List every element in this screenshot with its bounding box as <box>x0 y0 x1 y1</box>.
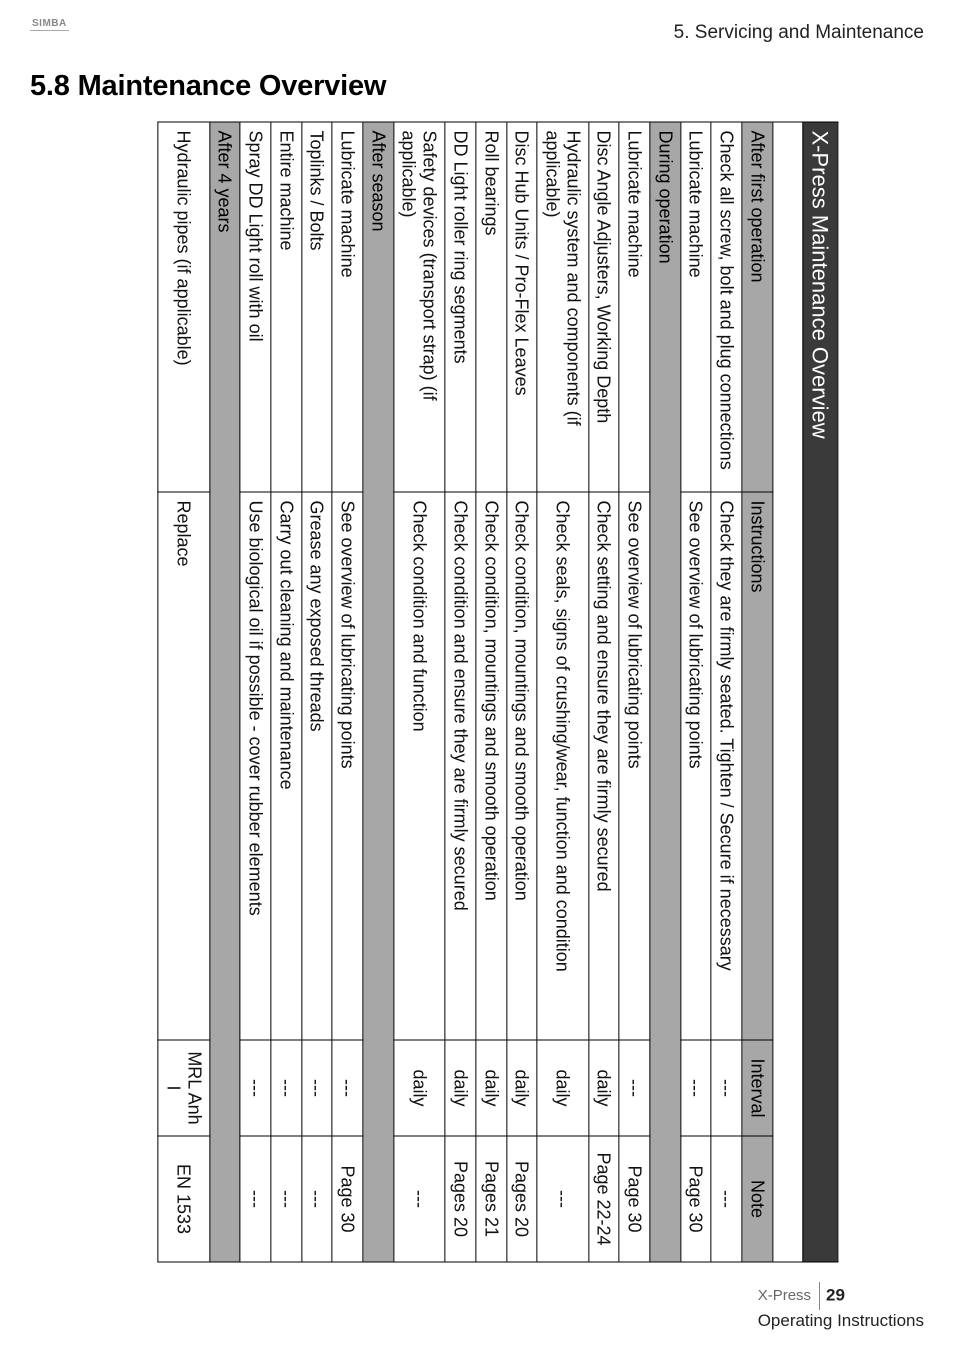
section-title: 5.8 Maintenance Overview <box>30 70 386 103</box>
cell-note: --- <box>302 1136 333 1262</box>
cell-item: Lubricate machine <box>681 122 712 492</box>
cell-item: Entire machine <box>271 122 302 492</box>
cell-instructions: Check condition and ensure they are firm… <box>445 492 476 1040</box>
table-section-row: During operation <box>650 122 681 1262</box>
table-row: Check all screw, bolt and plug connectio… <box>711 122 742 1262</box>
cell-note: Page 22-24 <box>588 1136 619 1262</box>
table-row: Lubricate machineSee overview of lubrica… <box>681 122 712 1262</box>
cell-interval: daily <box>394 1040 445 1136</box>
cell-note: Pages 20 <box>445 1136 476 1262</box>
cell-interval: MRL Anh I <box>158 1040 209 1136</box>
cell-note: Page 30 <box>332 1136 363 1262</box>
cell-item: Safety devices (transport strap) (if app… <box>394 122 445 492</box>
table-row: Toplinks / BoltsGrease any exposed threa… <box>302 122 333 1262</box>
cell-item: Lubricate machine <box>332 122 363 492</box>
table-title-row: X-Press Maintenance Overview <box>803 122 838 1262</box>
cell-note: --- <box>394 1136 445 1262</box>
maintenance-table-wrap: X-Press Maintenance Overview After first … <box>158 122 839 1263</box>
cell-interval: daily <box>476 1040 507 1136</box>
cell-instructions: Use biological oil if possible - cover r… <box>240 492 271 1040</box>
cell-interval: --- <box>619 1040 650 1136</box>
cell-item: Disc Hub Units / Pro-Flex Leaves <box>506 122 537 492</box>
cell-instructions: Check they are firmly seated. Tighten / … <box>711 492 742 1040</box>
cell-note: Page 30 <box>681 1136 712 1262</box>
cell-item: Toplinks / Bolts <box>302 122 333 492</box>
cell-instructions: Replace <box>158 492 209 1040</box>
cell-interval: --- <box>711 1040 742 1136</box>
col-header-note: Note <box>742 1136 773 1262</box>
chapter-label: 5. Servicing and Maintenance <box>674 22 924 44</box>
table-row: Entire machineCarry out cleaning and mai… <box>271 122 302 1262</box>
cell-instructions: Carry out cleaning and maintenance <box>271 492 302 1040</box>
cell-item: Check all screw, bolt and plug connectio… <box>711 122 742 492</box>
footer-doc-label: Operating Instructions <box>758 1311 924 1330</box>
cell-interval: --- <box>302 1040 333 1136</box>
cell-instructions: See overview of lubricating points <box>332 492 363 1040</box>
table-row: Disc Hub Units / Pro-Flex LeavesCheck co… <box>506 122 537 1262</box>
cell-item: Spray DD Light roll with oil <box>240 122 271 492</box>
table-row: Spray DD Light roll with oilUse biologic… <box>240 122 271 1262</box>
footer-product: X-Press <box>758 1287 811 1306</box>
cell-item: Hydraulic pipes (if applicable) <box>158 122 209 492</box>
table-section-row: After 4 years <box>210 122 241 1262</box>
cell-interval: daily <box>445 1040 476 1136</box>
cell-interval: daily <box>537 1040 588 1136</box>
table-spacer-row <box>773 122 803 1262</box>
cell-instructions: Check condition, mountings and smooth op… <box>506 492 537 1040</box>
table-section-row: After first operationInstructionsInterva… <box>742 122 773 1262</box>
cell-note: Page 30 <box>619 1136 650 1262</box>
cell-interval: --- <box>271 1040 302 1136</box>
cell-item: Hydraulic system and components (if appl… <box>537 122 588 492</box>
cell-instructions: Check condition, mountings and smooth op… <box>476 492 507 1040</box>
col-header-instructions: Instructions <box>742 492 773 1040</box>
cell-interval: daily <box>506 1040 537 1136</box>
cell-interval: --- <box>240 1040 271 1136</box>
table-row: Safety devices (transport strap) (if app… <box>394 122 445 1262</box>
cell-item: Disc Angle Adjusters, Working Depth <box>588 122 619 492</box>
table-section-row: After season <box>363 122 394 1262</box>
cell-note: --- <box>240 1136 271 1262</box>
page: SIMBA 5. Servicing and Maintenance 5.8 M… <box>0 0 954 1351</box>
cell-item: DD Light roller ring segments <box>445 122 476 492</box>
cell-interval: --- <box>681 1040 712 1136</box>
cell-instructions: Check setting and ensure they are firmly… <box>588 492 619 1040</box>
cell-instructions: Check seals, signs of crushing/wear, fun… <box>537 492 588 1040</box>
cell-note: Pages 21 <box>476 1136 507 1262</box>
table-row: Hydraulic system and components (if appl… <box>537 122 588 1262</box>
cell-item: Lubricate machine <box>619 122 650 492</box>
table-row: Roll bearingsCheck condition, mountings … <box>476 122 507 1262</box>
cell-note: --- <box>711 1136 742 1262</box>
table-row: Lubricate machineSee overview of lubrica… <box>619 122 650 1262</box>
cell-item: Roll bearings <box>476 122 507 492</box>
cell-note: EN 1533 <box>158 1136 209 1262</box>
cell-instructions: See overview of lubricating points <box>619 492 650 1040</box>
cell-interval: daily <box>588 1040 619 1136</box>
cell-interval: --- <box>332 1040 363 1136</box>
table-row: Lubricate machineSee overview of lubrica… <box>332 122 363 1262</box>
cell-note: --- <box>537 1136 588 1262</box>
page-footer: X-Press 29 Operating Instructions <box>758 1282 924 1331</box>
brand-logo: SIMBA <box>30 18 69 31</box>
col-header-interval: Interval <box>742 1040 773 1136</box>
cell-note: Pages 20 <box>506 1136 537 1262</box>
cell-instructions: Grease any exposed threads <box>302 492 333 1040</box>
maintenance-table: X-Press Maintenance Overview After first … <box>158 122 839 1263</box>
cell-instructions: Check condition and function <box>394 492 445 1040</box>
table-row: Disc Angle Adjusters, Working DepthCheck… <box>588 122 619 1262</box>
footer-page-number: 29 <box>826 1285 845 1304</box>
table-row: DD Light roller ring segmentsCheck condi… <box>445 122 476 1262</box>
cell-instructions: See overview of lubricating points <box>681 492 712 1040</box>
cell-note: --- <box>271 1136 302 1262</box>
table-row: Hydraulic pipes (if applicable)ReplaceMR… <box>158 122 209 1262</box>
